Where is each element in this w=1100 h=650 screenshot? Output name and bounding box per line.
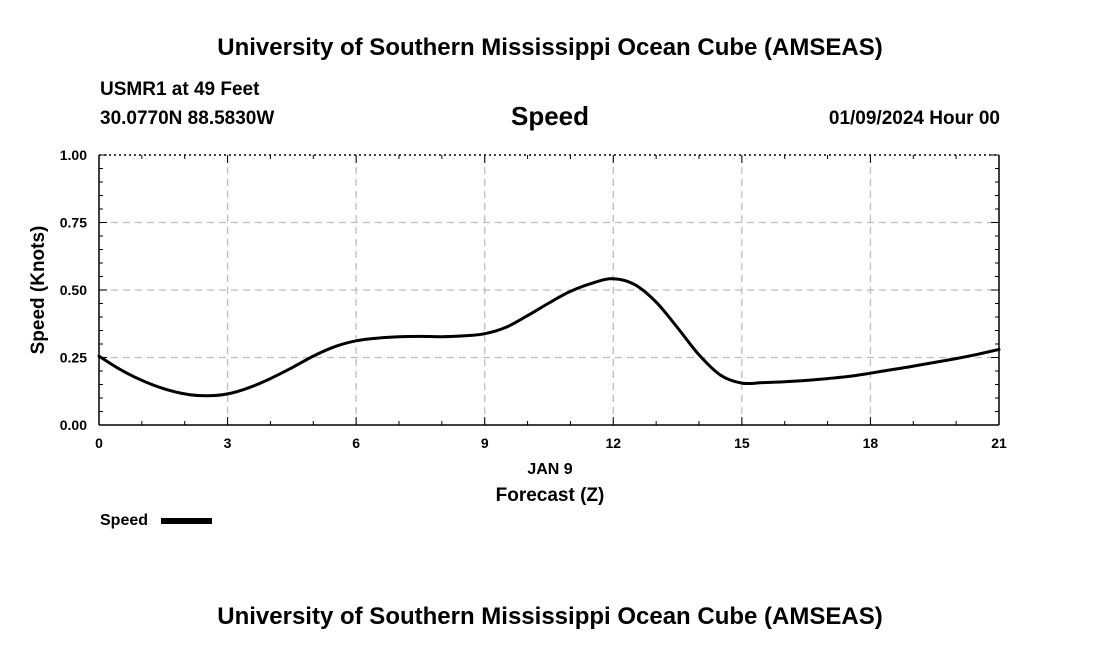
axis-ticks (98, 154, 1000, 426)
x-axis-date-label: JAN 9 (527, 461, 572, 478)
x-tick-label: 12 (605, 435, 621, 451)
x-tick-labels: 0 3 6 9 12 15 18 21 (95, 435, 1007, 451)
chart-title: Speed (511, 101, 589, 131)
x-tick-label: 15 (734, 435, 750, 451)
legend-label: Speed (100, 512, 148, 529)
x-tick-label: 9 (481, 435, 489, 451)
y-tick-label: 0.00 (60, 417, 87, 433)
x-tick-label: 0 (95, 435, 103, 451)
y-tick-label: 0.25 (60, 350, 87, 366)
y-axis-label: Speed (Knots) (28, 226, 49, 355)
y-tick-label: 0.50 (60, 282, 87, 298)
footer-title: University of Southern Mississippi Ocean… (217, 603, 882, 630)
legend-swatch (161, 518, 212, 524)
datetime-label: 01/09/2024 Hour 00 (829, 108, 1000, 129)
grid-lines (99, 155, 999, 425)
legend: Speed (100, 512, 212, 529)
x-tick-label: 3 (224, 435, 232, 451)
coords-label: 30.0770N 88.5830W (100, 108, 274, 129)
y-tick-label: 1.00 (60, 147, 87, 163)
x-tick-label: 18 (863, 435, 879, 451)
station-label: USMR1 at 49 Feet (100, 79, 260, 100)
page-title: University of Southern Mississippi Ocean… (217, 34, 882, 61)
speed-series-line (97, 277, 1001, 398)
y-tick-labels: 0.00 0.25 0.50 0.75 1.00 (60, 147, 87, 433)
x-tick-label: 21 (991, 435, 1007, 451)
y-tick-label: 0.75 (60, 215, 87, 231)
x-axis-label: Forecast (Z) (496, 485, 605, 506)
x-tick-label: 6 (352, 435, 360, 451)
